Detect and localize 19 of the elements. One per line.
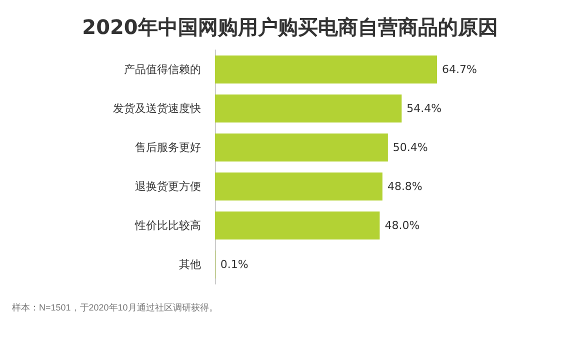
bar: [215, 56, 437, 84]
data-label: 48.0%: [384, 219, 420, 232]
data-label: 50.4%: [392, 141, 428, 154]
data-label: 0.1%: [220, 258, 248, 271]
y-tick-label: 发货及送货速度快: [113, 102, 201, 115]
data-label: 48.8%: [387, 180, 422, 193]
y-tick-label: 退换货更方便: [135, 180, 201, 193]
y-tick-label: 其他: [179, 258, 201, 271]
data-label: 64.7%: [442, 63, 477, 76]
text: 样本：N=1501，于2020年10月通过社区调研获得。: [12, 302, 218, 312]
y-tick-label: 售后服务更好: [135, 141, 201, 154]
bar: [215, 134, 388, 162]
bar: [215, 172, 382, 200]
bar: [215, 212, 380, 240]
chart-title: 2020年中国网购用户购买电商自营商品的原因: [82, 15, 498, 39]
data-label: 54.4%: [406, 102, 442, 115]
y-tick-label: 产品值得信赖的: [124, 63, 201, 76]
y-tick-label: 性价比比较高: [134, 219, 201, 232]
bar: [215, 94, 402, 122]
